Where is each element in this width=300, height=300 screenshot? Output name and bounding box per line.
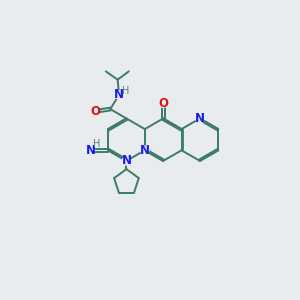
Text: N: N — [114, 88, 124, 101]
Text: H: H — [93, 139, 100, 149]
Circle shape — [86, 146, 94, 154]
Text: N: N — [85, 144, 95, 157]
Circle shape — [141, 146, 149, 154]
Text: N: N — [140, 144, 150, 157]
Circle shape — [91, 107, 99, 116]
Text: O: O — [90, 105, 100, 118]
Circle shape — [196, 114, 204, 123]
Circle shape — [159, 99, 167, 107]
Text: O: O — [158, 97, 168, 110]
Text: H: H — [122, 86, 129, 96]
Circle shape — [122, 157, 130, 165]
Text: N: N — [195, 112, 205, 125]
Text: N: N — [122, 154, 131, 167]
Circle shape — [115, 91, 123, 99]
